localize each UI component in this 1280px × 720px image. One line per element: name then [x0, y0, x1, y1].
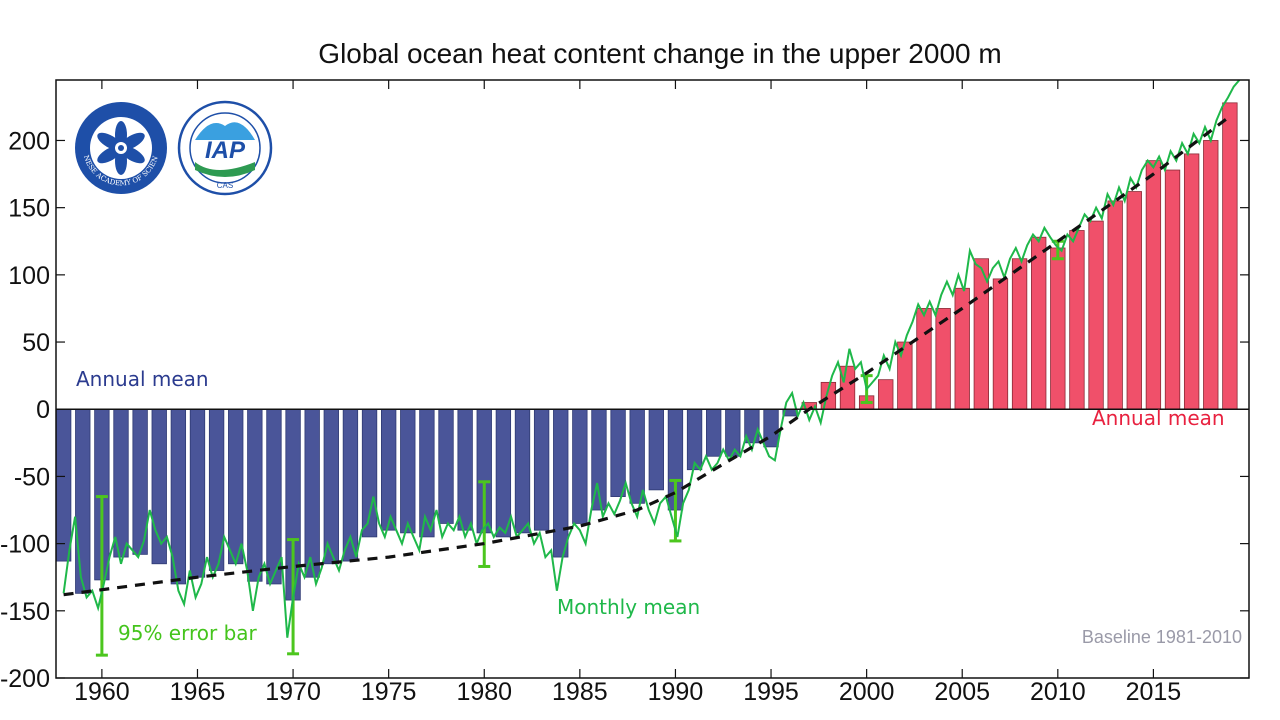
annual-bar — [1203, 140, 1219, 410]
cas-logo: CHINESE ACADEMY OF SCIENCES — [75, 102, 167, 194]
y-tick-label: -100 — [0, 531, 50, 559]
annual-bar — [1145, 160, 1162, 410]
annual-mean-label-negative: Annual mean — [76, 367, 209, 391]
annual-bar — [1107, 200, 1123, 410]
x-tick-label: 1980 — [456, 678, 512, 706]
trend-line — [63, 115, 1231, 597]
x-tick-label: 2015 — [1126, 678, 1182, 706]
monthly-mean-line — [62, 79, 1241, 638]
y-tick-label: 200 — [8, 127, 50, 155]
x-tick-label: 1965 — [170, 678, 226, 706]
x-tick-label: 1985 — [552, 678, 608, 706]
annual-bar — [954, 287, 970, 410]
y-tick-label: 50 — [22, 329, 50, 357]
iap-logo-text: IAP — [205, 137, 246, 164]
chart-title: Global ocean heat content change in the … — [318, 38, 1001, 69]
y-tick-label: -200 — [0, 665, 50, 693]
x-tick-label: 1960 — [74, 678, 130, 706]
x-tick-label: 2010 — [1030, 678, 1086, 706]
annual-bar — [438, 408, 454, 524]
annual-bar — [706, 408, 722, 457]
x-tick-label: 1970 — [265, 678, 321, 706]
annual-bar — [495, 408, 512, 538]
plot-frame — [55, 79, 1250, 679]
error-bar-label: 95% error bar — [118, 621, 258, 645]
annual-bar — [533, 408, 550, 531]
annual-bar — [725, 408, 741, 457]
annual-bar — [55, 408, 72, 562]
annual-bar — [1222, 102, 1238, 410]
annual-bar — [400, 408, 416, 534]
iap-logo: IAP CAS — [177, 100, 273, 196]
annual-bar — [629, 408, 645, 504]
y-axis: 200 150 100 50 0 -50 -100 -150 -200 — [0, 127, 1249, 693]
annual-bar — [878, 379, 894, 410]
annual-bar — [419, 408, 435, 538]
x-tick-label: 2000 — [839, 678, 895, 706]
y-tick-label: -150 — [0, 598, 50, 626]
annual-bar — [610, 408, 626, 497]
error-bar — [478, 480, 491, 568]
annual-bar — [247, 408, 263, 582]
error-bar — [95, 495, 108, 657]
annual-bar — [1069, 230, 1085, 410]
baseline-label: Baseline 1981-2010 — [1082, 627, 1242, 647]
monthly-mean-label: Monthly mean — [557, 595, 700, 619]
y-tick-label: 0 — [36, 396, 50, 424]
annual-bar — [935, 308, 951, 410]
annual-bar — [648, 408, 664, 491]
x-tick-label: 1995 — [743, 678, 799, 706]
annual-bar — [1031, 236, 1047, 410]
x-tick-label: 2005 — [934, 678, 990, 706]
x-axis: 1960 1965 1970 1975 1980 1985 1990 1995 2000 2005… — [74, 80, 1181, 706]
annual-mean-label-positive: Annual mean — [1092, 406, 1225, 430]
annual-bar — [514, 408, 531, 534]
annual-bar — [1126, 191, 1142, 410]
logos: CHINESE ACADEMY OF SCIENCES IAP CAS — [75, 100, 273, 196]
annual-bar — [572, 408, 588, 524]
annual-bar — [113, 408, 129, 558]
annual-bar — [1050, 247, 1066, 410]
y-tick-label: 150 — [8, 195, 50, 223]
annual-bar — [1088, 220, 1104, 410]
annual-bar — [1183, 153, 1200, 410]
annual-bar — [380, 408, 397, 531]
x-tick-label: 1990 — [648, 678, 704, 706]
annual-bar — [75, 408, 91, 594]
annual-bar — [189, 408, 206, 578]
annual-bar — [266, 408, 282, 585]
annual-bar — [686, 408, 703, 471]
annual-bar — [457, 408, 473, 531]
y-tick-label: -50 — [14, 463, 50, 491]
annual-bar — [1164, 169, 1181, 410]
svg-text:CAS: CAS — [217, 181, 233, 190]
y-tick-label: 100 — [8, 262, 50, 290]
annual-bar — [1011, 258, 1028, 410]
annual-bar — [228, 408, 244, 565]
annual-bar — [553, 408, 569, 558]
annual-bar — [763, 408, 779, 448]
annual-bar — [916, 308, 932, 410]
bars-group — [55, 102, 1238, 601]
x-tick-label: 1975 — [361, 678, 417, 706]
annual-bar — [992, 278, 1009, 410]
annual-bar — [304, 408, 320, 578]
annual-bar — [323, 408, 339, 565]
